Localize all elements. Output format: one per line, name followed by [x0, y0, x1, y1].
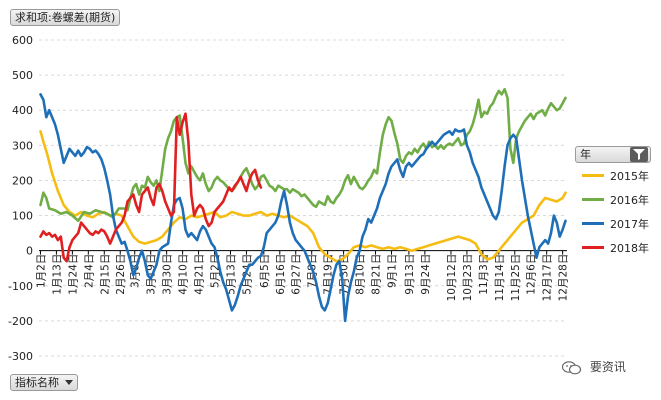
legend-label: 2015年: [610, 170, 649, 183]
x-tick-label: 9月24日: [420, 254, 432, 295]
x-tick-label: 6月16日: [275, 254, 287, 295]
legend-label: 2016年: [610, 194, 649, 207]
x-tick-label: 2月4日: [83, 254, 95, 288]
y-tick-label: 400: [12, 104, 33, 117]
legend-swatch: [582, 174, 604, 177]
x-tick-label: 1月2日: [35, 254, 47, 288]
legend-title: 年: [580, 148, 591, 161]
dimension-field-button[interactable]: 指标名称: [10, 374, 78, 391]
chevron-down-icon[interactable]: [65, 380, 73, 385]
x-tick-label: 1月13日: [51, 254, 63, 295]
y-tick-label: -300: [8, 350, 33, 363]
y-tick-label: 500: [12, 69, 33, 82]
y-axis: -300 -200 -100 0 100 200 300 400 500 600: [8, 34, 33, 363]
x-tick-label: 10月23日: [462, 254, 474, 302]
legend-filter-button[interactable]: 年: [575, 146, 651, 163]
x-tick-label: 8月21日: [371, 254, 383, 295]
series-line-2017: [39, 93, 567, 323]
dimension-field-label: 指标名称: [15, 376, 59, 389]
x-tick-label: 4月21日: [194, 254, 206, 295]
y-tick-label: 0: [26, 245, 33, 258]
x-tick-label: 11月14日: [494, 254, 506, 302]
y-tick-label: 300: [12, 139, 33, 152]
x-tick-label: 5月24日: [241, 254, 253, 295]
x-tick-label: 5月13日: [225, 254, 237, 295]
x-tick-label: 1月24日: [67, 254, 79, 295]
x-tick-label: 11月3日: [478, 254, 490, 295]
series-line-2018: [39, 112, 263, 263]
x-tick-label: 9月1日: [386, 254, 398, 288]
value-field-button[interactable]: 求和项:卷螺差(期货): [10, 9, 121, 26]
x-tick-label: 10月12日: [446, 254, 458, 302]
watermark: 要资讯: [561, 358, 626, 375]
x-tick-label: 4月10日: [178, 254, 190, 295]
legend-label: 2017年: [610, 218, 649, 231]
watermark-text: 要资讯: [589, 360, 626, 374]
x-tick-label: 12月28日: [558, 254, 570, 302]
x-tick-label: 8月10日: [355, 254, 367, 295]
x-tick-label: 12月6日: [526, 254, 538, 295]
y-tick-label: -100: [8, 280, 33, 293]
x-tick-label: 2月15日: [99, 254, 111, 295]
x-tick-label: 11月25日: [510, 254, 522, 302]
x-tick-label: 6月5日: [259, 254, 271, 288]
legend-label: 2018年: [610, 242, 649, 255]
legend-swatch: [582, 198, 604, 201]
y-tick-label: -200: [8, 315, 33, 328]
x-tick-label: 9月13日: [404, 254, 416, 295]
grid-lines: [39, 39, 567, 357]
series-lines: [39, 87, 567, 323]
x-tick-label: 2月26日: [115, 254, 127, 295]
series-line-2016: [39, 87, 567, 223]
y-tick-label: 100: [12, 210, 33, 223]
legend-swatch: [582, 222, 604, 225]
x-tick-label: 12月17日: [542, 254, 554, 302]
wechat-icon: [561, 360, 582, 375]
filter-icon[interactable]: [630, 147, 648, 162]
x-tick-label: 6月27日: [291, 254, 303, 295]
legend-swatch: [582, 246, 604, 249]
y-tick-label: 600: [12, 34, 33, 47]
x-tick-label: 3月30日: [162, 254, 174, 295]
y-tick-label: 200: [12, 174, 33, 187]
